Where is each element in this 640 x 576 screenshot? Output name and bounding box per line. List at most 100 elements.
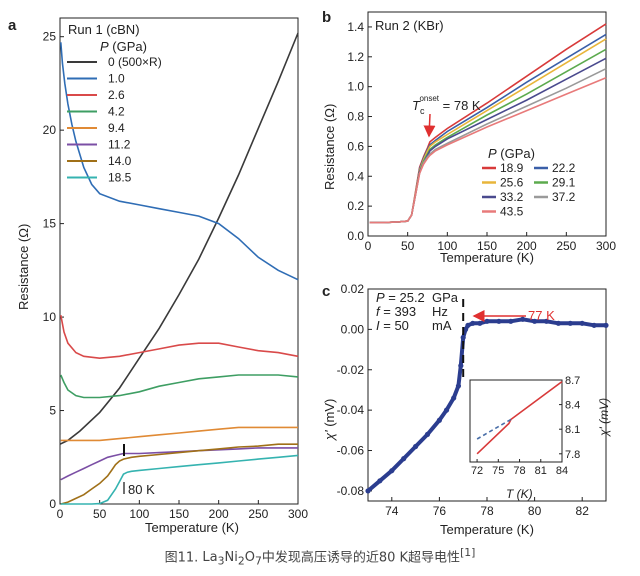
panel-a-lines (59, 32, 299, 505)
panel-c-ylabel: χ' (mV) (322, 399, 337, 441)
legend-label: 43.5 (500, 205, 524, 219)
y-tick-label: 0.2 (347, 199, 364, 213)
y-tick-label: 8.7 (565, 375, 580, 387)
x-tick-label: 78 (513, 465, 525, 477)
data-point (424, 431, 431, 437)
y-tick-label: 10 (43, 310, 57, 324)
ylabel-symbol: χ' (322, 430, 337, 441)
data-point (389, 468, 395, 474)
y-tick-label: 0.6 (347, 139, 364, 153)
series-line (60, 374, 299, 399)
param-line: P = 25.2 (376, 290, 425, 305)
panel-a: a Run 1 (cBN) Temperature (K) Resistance… (8, 17, 308, 535)
data-point (458, 363, 464, 369)
data-point (477, 320, 483, 326)
tc-value: = 78 K (439, 98, 481, 113)
data-point (436, 417, 442, 423)
panel-a-xlabel: Temperature (K) (145, 520, 239, 535)
data-point (579, 320, 585, 326)
panel-c-params: P = 25.2 GPa f = 393 Hz I = 50 mA (376, 290, 459, 333)
series-line (369, 76, 607, 224)
x-tick-label: 50 (401, 239, 415, 253)
data-point (451, 395, 457, 401)
panel-a-legend-title: P (GPa) (100, 39, 147, 54)
data-point (465, 322, 471, 328)
panel-a-run-label: Run 1 (cBN) (68, 22, 140, 37)
x-tick-label: 84 (556, 465, 568, 477)
x-tick-label: 300 (596, 239, 616, 253)
y-tick-label: 1.4 (347, 20, 364, 34)
legend-label: 29.1 (552, 176, 576, 190)
y-tick-label: 0.4 (347, 169, 364, 183)
legend-label: 18.5 (108, 171, 132, 185)
x-tick-label: 0 (57, 507, 64, 521)
param-symbol: P (376, 290, 385, 305)
data-point (555, 320, 562, 326)
caption-suffix: 中发现高压诱导的近80 K超导电性 (261, 550, 461, 566)
y-tick-label: 8.4 (565, 400, 580, 412)
panel-b-tc-label: Tc onset = 78 K (412, 94, 481, 116)
series-line (60, 426, 298, 442)
y-tick-label: 1.2 (347, 50, 364, 64)
series-line (60, 42, 299, 281)
series-line (60, 454, 299, 505)
x-tick-label: 200 (209, 507, 229, 521)
data-point (496, 318, 502, 324)
x-tick-label: 74 (385, 504, 399, 518)
data-point (365, 488, 371, 494)
data-point (413, 443, 419, 450)
formula-subscript: 3 (217, 554, 225, 568)
x-tick-label: 300 (288, 507, 308, 521)
param-symbol: f (376, 304, 381, 319)
y-tick-label: 7.8 (565, 449, 580, 461)
inset-lines (476, 380, 563, 455)
legend-label: 11.2 (108, 138, 131, 152)
data-point (543, 318, 550, 324)
legend-label: 33.2 (500, 190, 524, 204)
y-tick-label: 0.8 (347, 110, 364, 124)
data-point (603, 322, 609, 328)
y-tick-label: 5 (49, 404, 56, 418)
caption-prefix: 图11. (164, 550, 203, 566)
series-line (60, 447, 298, 481)
y-tick-label: 20 (43, 123, 57, 137)
panel-a-ylabel: Resistance (Ω) (16, 224, 31, 310)
panel-a-frame (59, 17, 299, 505)
formula-element: O (244, 550, 255, 566)
data-point (443, 407, 450, 413)
legend-label: 4.2 (108, 105, 125, 119)
figure-caption: 图11. La3Ni2O7中发现高压诱导的近80 K超导电性[1] (0, 546, 640, 568)
panel-a-80k-label: 80 K (128, 482, 155, 497)
tc-superscript: onset (419, 94, 439, 103)
x-tick-label: 72 (471, 465, 483, 477)
x-tick-label: 80 (528, 504, 542, 518)
y-tick-label: -0.04 (337, 403, 365, 417)
param-unit: GPa (432, 290, 459, 305)
formula-element: Ni (224, 550, 238, 566)
y-tick-label: -0.02 (337, 363, 365, 377)
x-tick-label: 150 (169, 507, 189, 521)
panel-a-letter: a (8, 17, 17, 34)
param-value: = 50 (380, 318, 409, 333)
series-line (476, 380, 563, 455)
x-tick-label: 200 (517, 239, 537, 253)
legend-label: 2.6 (108, 88, 125, 102)
y-tick-label: -0.08 (337, 484, 365, 498)
y-tick-label: 15 (43, 217, 57, 231)
legend-label: 14.0 (108, 154, 132, 168)
panel-b-lines (369, 23, 607, 224)
x-tick-label: 75 (492, 465, 504, 477)
legend-label: 1.0 (108, 72, 125, 86)
panel-c-77k-label: 77 K (528, 308, 555, 323)
x-tick-label: 81 (535, 465, 547, 477)
panel-b-xlabel: Temperature (K) (440, 250, 534, 265)
tc-symbol: T (412, 98, 421, 113)
legend-label: 18.9 (500, 161, 524, 175)
panel-a-ticks: 0 50 100 150 200 250 300 0 5 10 15 20 25 (43, 30, 309, 521)
param-line: f = 393 (376, 304, 416, 319)
series-line (60, 315, 299, 360)
legend-label: 22.2 (552, 161, 576, 175)
formula-subscript: 7 (254, 554, 262, 568)
legend-title-symbol: P (100, 39, 109, 54)
